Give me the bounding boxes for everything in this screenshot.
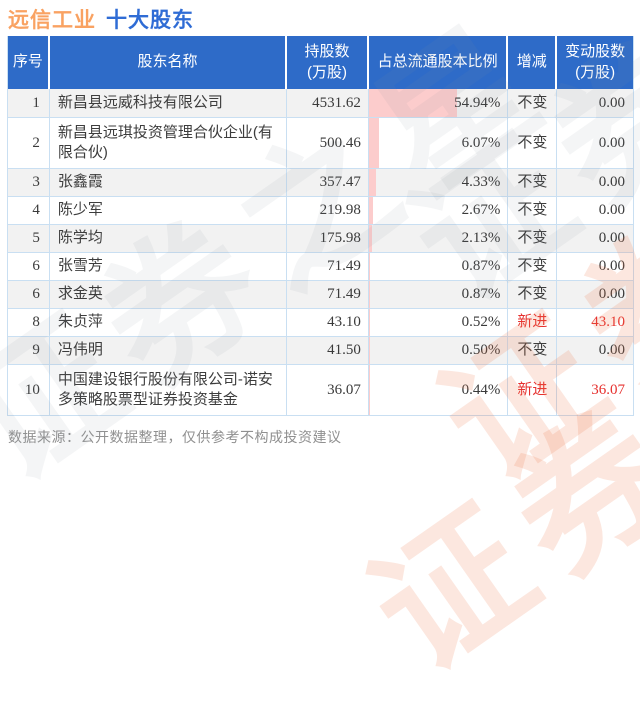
shares-cell: 500.46 — [287, 118, 369, 169]
shares-cell: 71.49 — [287, 253, 369, 281]
table-row: 6 张雪芳 71.49 0.87% 不变 0.00 — [8, 253, 634, 281]
change-type-cell: 不变 — [508, 225, 558, 253]
col-header-ratio: 占总流通股本比例 — [368, 36, 509, 89]
change-shares-cell: 36.07 — [591, 381, 626, 398]
stock-name: 远信工业 — [8, 9, 96, 32]
rank-cell: 5 — [8, 225, 50, 253]
col-header-holder-name: 股东名称 — [49, 36, 288, 89]
table-body: 1 新昌县远威科技有限公司 4531.62 54.94% 不变 0.00 2 新… — [8, 89, 634, 415]
change-type-cell: 不变 — [508, 337, 558, 365]
ratio-bar — [368, 253, 371, 280]
ratio-bar — [368, 337, 370, 364]
table-row: 1 新昌县远威科技有限公司 4531.62 54.94% 不变 0.00 — [8, 89, 634, 118]
ratio-bar — [368, 118, 379, 168]
shares-cell: 43.10 — [287, 309, 369, 337]
page-title: 远信工业 十大股东 — [8, 4, 194, 34]
shares-cell: 71.49 — [287, 281, 369, 309]
ratio-bar — [368, 281, 371, 308]
ratio-bar — [368, 89, 457, 117]
table-row: 10 中国建设银行股份有限公司-诺安多策略股票型证券投资基金 36.07 0.4… — [8, 365, 633, 415]
ratio-bar — [368, 309, 370, 336]
change-type-cell: 不变 — [508, 169, 558, 197]
shares-cell: 4531.62 — [287, 89, 369, 118]
ratio-cell: 0.52% — [368, 309, 509, 337]
holder-name-cell: 陈少军 — [49, 197, 288, 225]
change-type-cell: 不变 — [508, 89, 558, 118]
rank-cell: 1 — [8, 89, 50, 118]
ratio-cell: 54.94% — [368, 89, 509, 118]
change-type-cell: 新进 — [508, 365, 558, 415]
table-header-row: 序号 股东名称 持股数 (万股) 占总流通股本比例 增减 变动股数 (万股) — [8, 36, 633, 89]
change-shares-cell: 0.00 — [557, 281, 634, 309]
ratio-bar — [368, 169, 376, 196]
rank-cell: 2 — [8, 118, 50, 169]
table-row: 4 陈少军 219.98 2.67% 不变 0.00 — [8, 197, 634, 225]
table-row: 8 朱贞萍 43.10 0.52% 新进 43.10 — [8, 309, 634, 337]
table-title: 十大股东 — [106, 9, 194, 32]
holder-name-cell: 张鑫霞 — [49, 169, 288, 197]
rank-cell: 9 — [8, 337, 50, 365]
change-type-cell: 新进 — [508, 309, 558, 337]
shares-cell: 175.98 — [287, 225, 369, 253]
table-row: 3 张鑫霞 357.47 4.33% 不变 0.00 — [8, 169, 634, 197]
change-type-cell: 不变 — [508, 197, 558, 225]
shares-cell: 41.50 — [287, 337, 369, 365]
rank-cell: 3 — [8, 169, 50, 197]
change-shares-cell: 0.00 — [557, 89, 634, 118]
holder-name-cell: 求金英 — [49, 281, 288, 309]
holder-name-cell: 新昌县远威科技有限公司 — [49, 89, 288, 118]
table-row: 6 求金英 71.49 0.87% 不变 0.00 — [8, 281, 634, 309]
holder-name-cell: 张雪芳 — [49, 253, 288, 281]
rank-cell: 8 — [8, 309, 50, 337]
rank-cell: 6 — [8, 281, 50, 309]
ratio-cell: 2.13% — [368, 225, 509, 253]
ratio-cell: 6.07% — [368, 118, 509, 169]
change-shares-cell: 0.00 — [557, 197, 634, 225]
data-source-note: 数据来源：公开数据整理，仅供参考不构成投资建议 — [8, 429, 342, 445]
change-shares-cell: 0.00 — [557, 225, 634, 253]
ratio-cell: 0.50% — [368, 337, 509, 365]
rank-cell: 6 — [8, 253, 50, 281]
shares-cell: 36.07 — [287, 365, 369, 415]
ratio-bar — [368, 197, 374, 224]
table-row: 9 冯伟明 41.50 0.50% 不变 0.00 — [8, 337, 634, 365]
holder-name-cell: 冯伟明 — [49, 337, 288, 365]
table-row: 2 新昌县远琪投资管理合伙企业(有限合伙) 500.46 6.07% 不变 0.… — [8, 118, 634, 169]
change-shares-cell: 0.00 — [557, 118, 634, 169]
ratio-cell: 4.33% — [368, 169, 509, 197]
col-header-change-shares: 变动股数 (万股) — [557, 36, 633, 89]
holder-name-cell: 朱贞萍 — [49, 309, 288, 337]
col-header-change: 增减 — [508, 36, 558, 89]
shares-cell: 219.98 — [287, 197, 369, 225]
shares-cell: 357.47 — [287, 169, 369, 197]
holder-name-cell: 陈学均 — [49, 225, 288, 253]
ratio-cell: 0.87% — [368, 281, 509, 309]
change-shares-cell: 0.00 — [557, 337, 634, 365]
ratio-cell: 0.44% — [368, 365, 509, 415]
ratio-bar — [368, 365, 370, 415]
holder-name-cell: 中国建设银行股份有限公司-诺安多策略股票型证券投资基金 — [50, 365, 288, 415]
col-header-shares: 持股数 (万股) — [287, 36, 369, 89]
change-type-cell: 不变 — [508, 281, 558, 309]
change-type-cell: 不变 — [508, 118, 558, 169]
table-row: 5 陈学均 175.98 2.13% 不变 0.00 — [8, 225, 634, 253]
ratio-cell: 0.87% — [368, 253, 509, 281]
rank-cell: 10 — [8, 365, 50, 415]
change-shares-cell: 0.00 — [557, 253, 634, 281]
change-type-cell: 不变 — [508, 253, 558, 281]
ratio-cell: 2.67% — [368, 197, 509, 225]
shareholders-table: 序号 股东名称 持股数 (万股) 占总流通股本比例 增减 变动股数 (万股) 1… — [7, 36, 634, 416]
ratio-bar — [368, 225, 373, 252]
change-shares-cell: 0.00 — [557, 169, 634, 197]
col-header-rank: 序号 — [8, 36, 50, 89]
rank-cell: 4 — [8, 197, 50, 225]
change-shares-cell: 43.10 — [557, 309, 634, 337]
holder-name-cell: 新昌县远琪投资管理合伙企业(有限合伙) — [49, 118, 288, 169]
